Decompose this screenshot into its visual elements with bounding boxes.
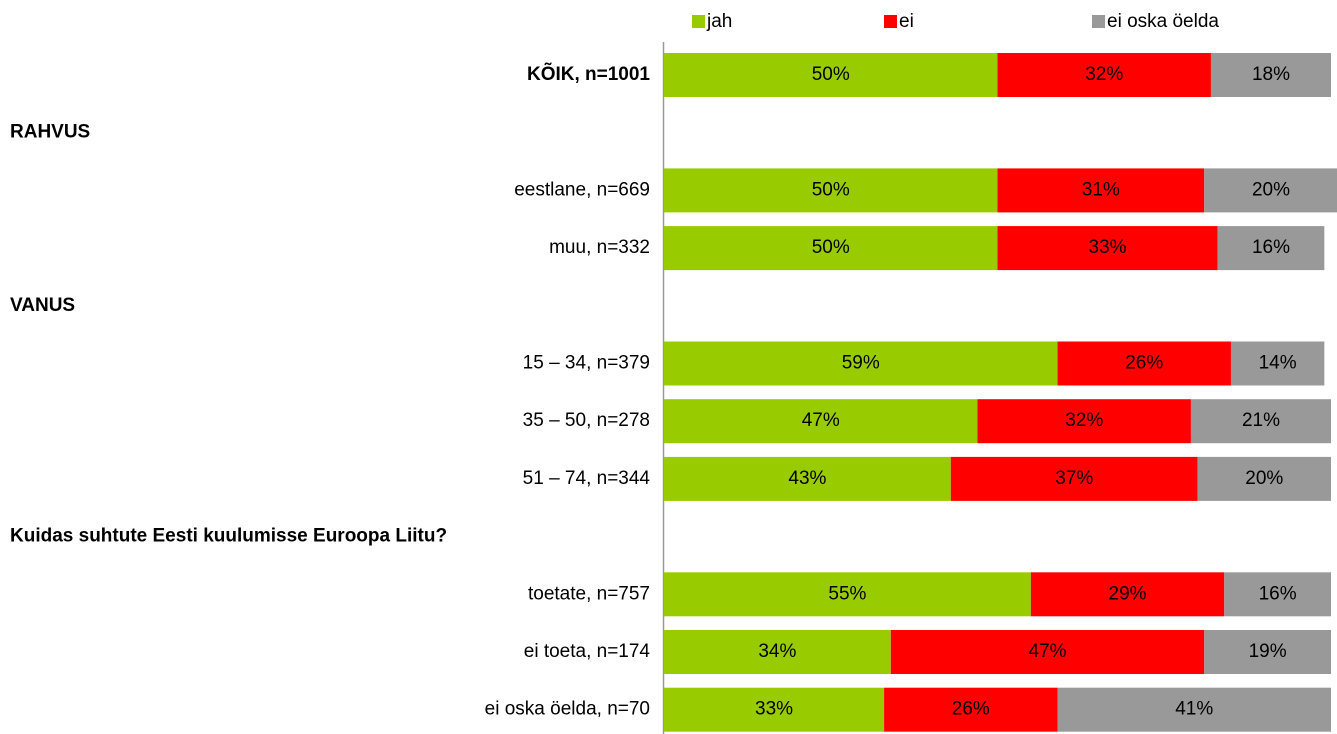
bar-segment	[664, 572, 1031, 617]
category-label: KÕIK, n=1001	[527, 63, 650, 85]
category-label: ei oska öelda, n=70	[485, 699, 650, 720]
bar-segment	[1217, 226, 1325, 271]
data-label: 59%	[842, 353, 880, 374]
data-label: 32%	[1065, 410, 1103, 431]
data-label: 47%	[1029, 641, 1067, 662]
data-label: 26%	[952, 699, 990, 720]
category-label: VANUS	[10, 295, 75, 316]
bar-segment	[1057, 687, 1331, 732]
bar-segment	[1224, 572, 1331, 617]
bar-segment	[997, 226, 1218, 271]
bar-segment	[664, 630, 891, 674]
bar-segment	[1204, 168, 1337, 213]
category-label: 51 – 74, n=344	[523, 468, 651, 489]
legend-label: jah	[706, 11, 732, 32]
data-label: 20%	[1252, 179, 1290, 200]
bar-segment	[1197, 456, 1331, 501]
bar-segment	[664, 53, 998, 97]
bar-segment	[1030, 572, 1225, 617]
data-label: 14%	[1259, 353, 1297, 374]
data-label: 34%	[758, 641, 796, 662]
category-label: eestlane, n=669	[514, 179, 650, 200]
bar-segment	[1230, 341, 1325, 386]
data-label: 50%	[812, 179, 850, 200]
data-label: 32%	[1085, 64, 1123, 85]
data-label: 19%	[1249, 641, 1287, 662]
data-label: 16%	[1259, 583, 1297, 604]
data-label: 37%	[1055, 468, 1093, 489]
bar-segment	[1210, 53, 1331, 97]
data-label: 18%	[1252, 64, 1290, 85]
data-label: 29%	[1109, 583, 1147, 604]
category-label: Kuidas suhtute Eesti kuulumisse Euroopa …	[10, 526, 447, 547]
data-label: 20%	[1245, 468, 1283, 489]
data-label: 31%	[1082, 179, 1120, 200]
bar-segment	[1057, 341, 1231, 386]
bar-segment	[664, 456, 951, 501]
bar-segment	[997, 168, 1205, 213]
legend-label: ei oska öelda	[1107, 11, 1219, 32]
bar-segment	[664, 226, 998, 271]
category-label: toetate, n=757	[528, 583, 650, 604]
data-label: 47%	[802, 410, 840, 431]
bar-segment	[950, 456, 1198, 501]
legend-label: ei	[899, 11, 914, 32]
legend-swatch	[884, 15, 897, 28]
category-label: ei toeta, n=174	[524, 641, 651, 662]
data-label: 16%	[1252, 237, 1290, 258]
bar-segment	[997, 53, 1211, 97]
data-label: 33%	[1089, 237, 1127, 258]
legend-swatch	[692, 15, 705, 28]
data-label: 21%	[1242, 410, 1280, 431]
bar-segment	[977, 399, 1191, 444]
category-label: 15 – 34, n=379	[523, 353, 650, 374]
category-label: 35 – 50, n=278	[523, 410, 650, 431]
data-label: 50%	[812, 237, 850, 258]
bar-segment	[1204, 630, 1331, 674]
bar-segment	[890, 630, 1205, 674]
bar-segment	[884, 687, 1058, 732]
data-label: 50%	[812, 64, 850, 85]
bar-segment	[664, 399, 978, 444]
bar-segment	[1190, 399, 1331, 444]
bar-segment	[664, 341, 1058, 386]
category-label: muu, n=332	[549, 237, 650, 258]
data-label: 26%	[1125, 353, 1163, 374]
category-label: RAHVUS	[10, 122, 90, 143]
data-label: 41%	[1175, 699, 1213, 720]
bar-segment	[664, 687, 885, 732]
legend-swatch	[1092, 15, 1105, 28]
data-label: 33%	[755, 699, 793, 720]
bar-segment	[664, 168, 998, 213]
data-label: 55%	[828, 583, 866, 604]
data-label: 43%	[788, 468, 826, 489]
